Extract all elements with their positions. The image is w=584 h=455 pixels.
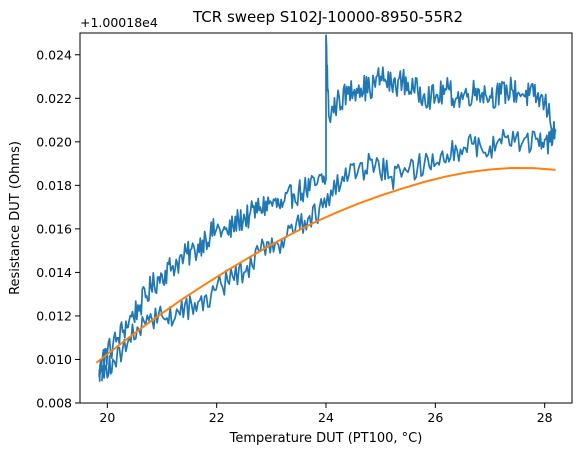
offset-label: +1.00018e4 — [80, 15, 158, 30]
x-axis-label: Temperature DUT (PT100, °C) — [229, 431, 423, 446]
x-axis: 20 22 24 26 28 — [99, 403, 553, 425]
y-tick-label: 0.012 — [36, 308, 72, 323]
x-tick-label: 20 — [99, 410, 115, 425]
y-tick-label: 0.022 — [36, 91, 72, 106]
series-layer — [95, 34, 557, 382]
x-tick-label: 28 — [537, 410, 553, 425]
measured-series-line — [98, 34, 557, 382]
fit-series-line — [95, 166, 556, 364]
y-tick-label: 0.018 — [36, 178, 72, 193]
y-tick-label: 0.024 — [36, 47, 72, 62]
x-tick-label: 24 — [318, 410, 334, 425]
y-tick-label: 0.008 — [36, 396, 72, 411]
y-tick-label: 0.020 — [36, 134, 72, 149]
y-tick-label: 0.016 — [36, 221, 72, 236]
y-tick-label: 0.010 — [36, 352, 72, 367]
x-tick-label: 22 — [209, 410, 225, 425]
x-tick-label: 26 — [427, 410, 443, 425]
y-axis: 0.008 0.010 0.012 0.014 0.016 0.018 0.020 0.022… — [36, 47, 80, 411]
y-tick-label: 0.014 — [36, 265, 72, 280]
y-axis-label: Resistance DUT (Ohms) — [8, 141, 23, 295]
chart-title: TCR sweep S102J-10000-8950-55R2 — [192, 8, 463, 26]
